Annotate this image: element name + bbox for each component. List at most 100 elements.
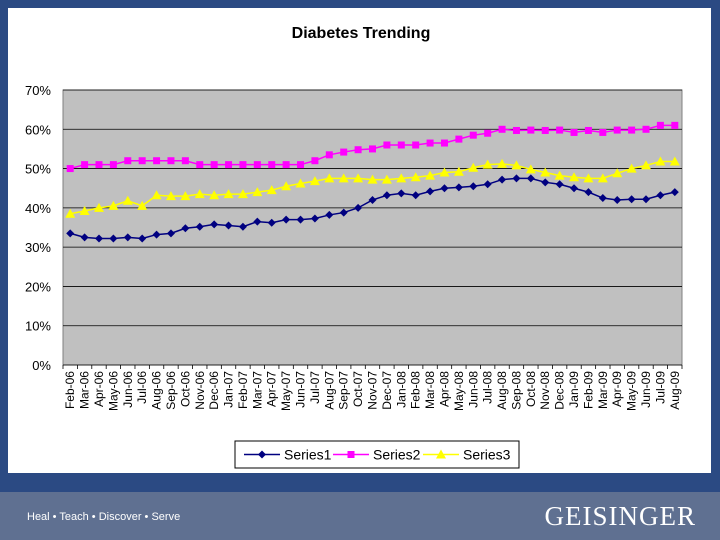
x-tick-label: Nov-07 — [366, 371, 380, 410]
x-tick-label: May-07 — [279, 371, 293, 411]
x-tick-label: Mar-09 — [596, 371, 610, 409]
data-point — [66, 229, 75, 238]
data-point — [95, 161, 103, 169]
data-point — [498, 175, 507, 184]
data-point — [382, 191, 391, 200]
data-point — [368, 196, 377, 204]
data-point — [655, 156, 666, 166]
x-tick-label: Mar-08 — [423, 371, 437, 409]
x-tick-label: Aug-09 — [668, 371, 682, 410]
data-point — [455, 135, 463, 143]
data-point — [483, 180, 492, 189]
data-point — [181, 224, 190, 233]
legend-marker — [347, 451, 355, 458]
data-point — [253, 217, 262, 226]
data-point — [109, 161, 117, 169]
data-point — [583, 173, 594, 183]
x-tick-label: Jan-07 — [222, 371, 236, 408]
data-point — [584, 188, 593, 197]
data-point — [225, 161, 233, 169]
data-point — [252, 187, 263, 197]
data-point — [180, 191, 191, 201]
x-tick-label: Oct-07 — [351, 371, 365, 407]
footer-bar: Heal • Teach • Discover • Serve GEISINGE… — [0, 492, 720, 540]
data-point — [66, 165, 74, 173]
data-point — [613, 126, 621, 134]
data-point — [670, 188, 679, 197]
data-point — [527, 126, 535, 134]
data-point — [656, 121, 664, 129]
data-point — [124, 157, 132, 165]
data-point — [396, 173, 407, 183]
brand-logo: GEISINGER — [544, 501, 696, 531]
x-tick-label: Apr-06 — [92, 371, 106, 407]
data-point — [498, 125, 506, 133]
x-tick-label: Sep-07 — [337, 371, 351, 410]
data-point — [282, 161, 290, 169]
data-point — [153, 157, 161, 165]
data-point — [80, 233, 89, 242]
plot-area — [62, 89, 683, 366]
data-point — [599, 128, 607, 136]
legend-entry: Series1 — [284, 447, 332, 463]
x-tick-label: Jul-06 — [135, 371, 149, 404]
data-point — [425, 170, 436, 180]
x-tick-label: Jun-06 — [121, 371, 135, 408]
x-tick-label: Jul-08 — [481, 371, 495, 404]
x-tick-label: Apr-09 — [610, 371, 624, 407]
data-point — [309, 176, 320, 186]
data-point — [324, 173, 335, 183]
x-tick-label: Jun-09 — [639, 371, 653, 408]
data-point — [93, 202, 104, 212]
x-tick-label: Feb-06 — [63, 371, 77, 409]
footer-tagline: Heal • Teach • Discover • Serve — [27, 511, 181, 523]
x-tick-label: Mar-06 — [78, 371, 92, 409]
data-point — [281, 181, 292, 191]
data-point — [381, 174, 392, 184]
data-point — [209, 190, 220, 200]
data-point — [597, 173, 608, 183]
data-point — [598, 194, 607, 203]
data-point — [671, 121, 679, 129]
data-point — [353, 173, 364, 183]
data-point — [253, 161, 261, 169]
data-point — [627, 195, 636, 204]
data-point — [412, 141, 420, 149]
data-point — [109, 234, 118, 243]
data-point — [325, 151, 333, 159]
data-point — [613, 196, 622, 204]
data-point — [484, 129, 492, 137]
x-tick-label: Jul-09 — [653, 371, 667, 404]
x-tick-label: Dec-08 — [553, 371, 567, 410]
x-tick-label: Nov-06 — [193, 371, 207, 410]
data-point — [266, 185, 277, 195]
data-point — [410, 172, 421, 182]
data-point — [166, 229, 175, 238]
data-point — [181, 157, 189, 165]
data-point — [339, 208, 348, 217]
chart-title: Diabetes Trending — [292, 25, 431, 42]
data-point — [626, 163, 637, 173]
data-point — [297, 161, 305, 169]
data-point — [138, 234, 147, 243]
x-tick-label: May-08 — [452, 371, 466, 411]
data-point — [669, 156, 680, 166]
chart: Diabetes Trending 0% 10% 20% 30% 40% 50% 60% 70… — [25, 25, 683, 469]
y-tick-label: 30% — [25, 240, 51, 255]
x-tick-label: Mar-07 — [250, 371, 264, 409]
data-point — [194, 189, 205, 199]
plot-layer: 0%10%20%30%40%50%60%70%Feb-06 Mar-06 Apr-0… — [25, 83, 683, 469]
data-point — [468, 162, 479, 172]
data-point — [584, 126, 592, 134]
y-tick-label: 70% — [25, 83, 51, 98]
data-point — [325, 210, 334, 219]
x-tick-label: Apr-07 — [265, 371, 279, 407]
data-point — [267, 218, 276, 227]
x-tick-label: May-09 — [625, 371, 639, 411]
y-tick-label: 50% — [25, 162, 51, 177]
data-point — [397, 189, 406, 198]
data-point — [108, 200, 119, 210]
data-point — [482, 159, 493, 169]
data-point — [165, 191, 176, 201]
